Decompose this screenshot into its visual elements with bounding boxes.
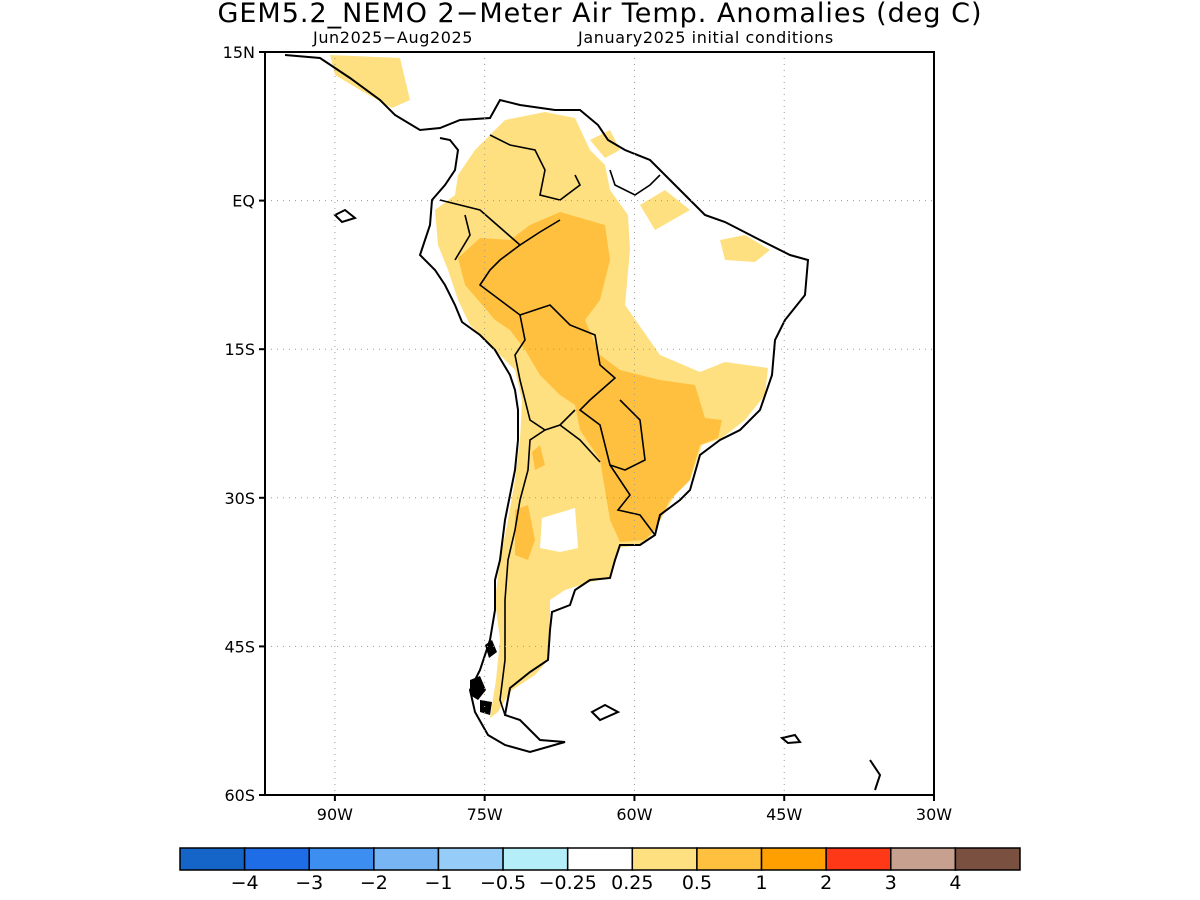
lat-tick-label: 15S — [224, 340, 255, 359]
colorbar-swatch — [373, 847, 440, 871]
forecast-period: Jun2025−Aug2025 — [313, 28, 474, 47]
colorbar-label: −4 — [231, 872, 259, 894]
coastlines — [284, 54, 882, 791]
colorbar-swatch — [243, 847, 310, 871]
lat-tick-label: 60S — [224, 786, 255, 805]
colorbar-label: 1 — [755, 872, 767, 894]
map-frame — [264, 51, 935, 796]
colorbar-label: 4 — [949, 872, 961, 894]
anomaly-weak-warm-shading — [330, 55, 770, 718]
colorbar-swatch — [502, 847, 569, 871]
colorbar: −4 −3 −2 −1 −0.5 −0.25 0.25 0.5 1 2 3 4 — [179, 847, 1021, 894]
colorbar-swatch — [954, 847, 1021, 871]
colorbar-swatch — [696, 847, 763, 871]
lon-tick-label: 45W — [766, 805, 802, 824]
colorbar-label: −1 — [424, 872, 452, 894]
colorbar-label: 0.25 — [611, 872, 653, 894]
colorbar-swatch — [760, 847, 827, 871]
anomaly-moderate-warm-shading — [458, 212, 722, 560]
lake-and-island-details — [470, 640, 497, 715]
colorbar-label: 2 — [820, 872, 832, 894]
colorbar-swatch — [308, 847, 375, 871]
colorbar-swatch — [179, 847, 246, 871]
lon-tick-label: 75W — [467, 805, 503, 824]
colorbar-swatch — [437, 847, 504, 871]
latitude-axis: 15N EQ 15S 30S 45S 60S — [223, 43, 265, 805]
longitude-axis: 90W 75W 60W 45W 30W — [317, 795, 952, 824]
lat-tick-label: 15N — [223, 43, 255, 62]
colorbar-label: 0.5 — [682, 872, 712, 894]
colorbar-swatch — [825, 847, 892, 871]
colorbar-swatch — [631, 847, 698, 871]
colorbar-label: −0.25 — [539, 872, 597, 894]
map-area — [284, 54, 882, 791]
country-borders — [439, 134, 661, 716]
colorbar-label: −0.5 — [480, 872, 526, 894]
lat-tick-label: EQ — [232, 192, 255, 211]
lon-tick-label: 90W — [317, 805, 353, 824]
initial-conditions: January2025 initial conditions — [578, 28, 834, 47]
colorbar-label: −3 — [295, 872, 323, 894]
lat-tick-label: 30S — [224, 489, 255, 508]
lat-tick-label: 45S — [224, 637, 255, 656]
colorbar-label: −2 — [360, 872, 388, 894]
lon-tick-label: 30W — [916, 805, 952, 824]
colorbar-swatch — [890, 847, 957, 871]
colorbar-swatch — [566, 847, 634, 871]
colorbar-label: 3 — [885, 872, 897, 894]
map-title: GEM5.2_NEMO 2−Meter Air Temp. Anomalies … — [217, 0, 983, 29]
lon-tick-label: 60W — [616, 805, 652, 824]
